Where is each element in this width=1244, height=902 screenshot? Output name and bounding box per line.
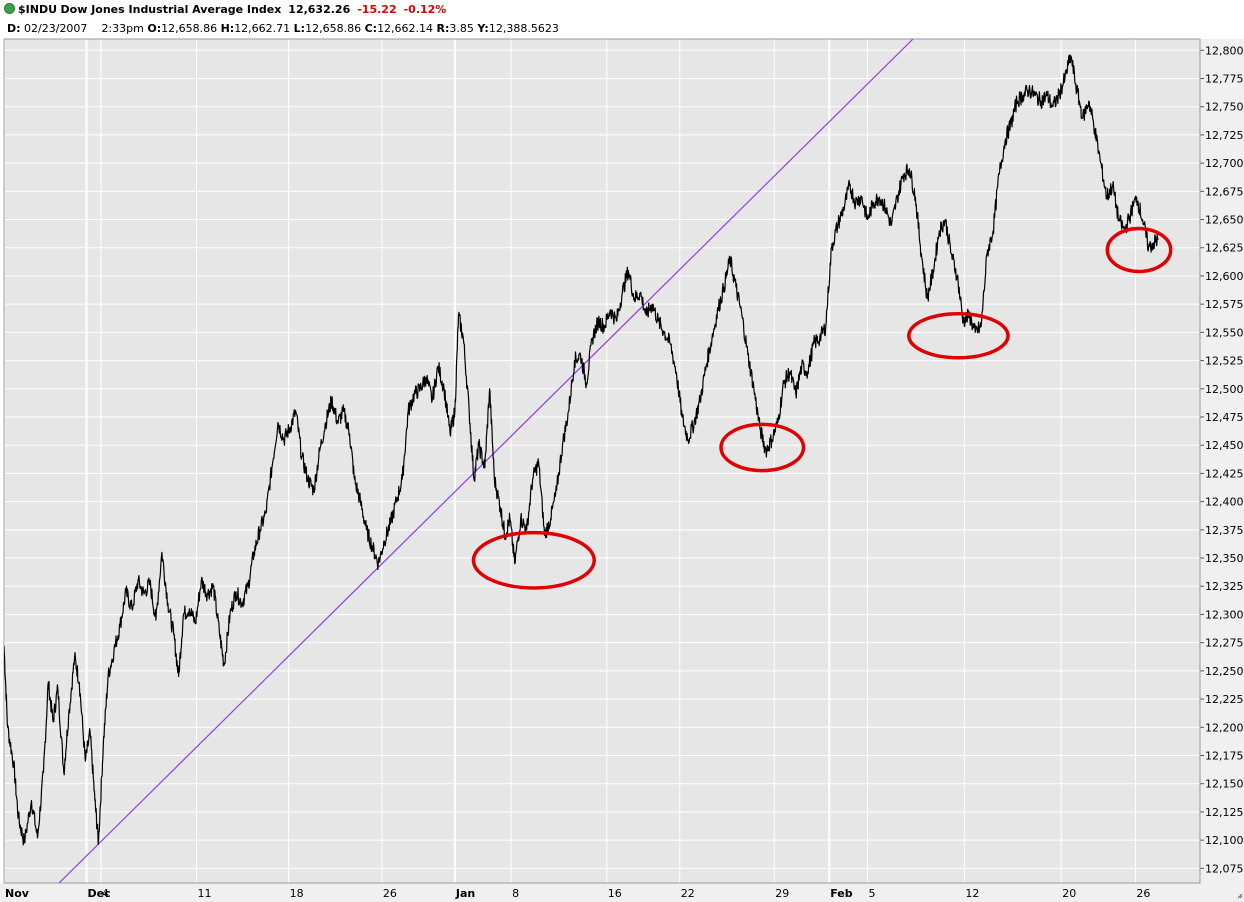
y-tick-label: 12,750 [1205, 101, 1244, 114]
x-tick-label: 26 [1136, 887, 1150, 900]
y-tick-label: 12,700 [1205, 157, 1244, 170]
y-tick-label: 12,775 [1205, 72, 1244, 85]
low-value: 12,658.86 [305, 22, 362, 35]
range-value: 3.85 [449, 22, 474, 35]
ohlc-line: D: 02/23/2007 2:33pm O:12,658.86 H:12,66… [7, 22, 559, 35]
x-tick-label: 16 [608, 887, 622, 900]
status-dot-icon [4, 3, 15, 14]
x-tick-label: 4 [102, 887, 109, 900]
y-tick-label: 12,225 [1205, 693, 1244, 706]
y-tick-label: 12,675 [1205, 185, 1244, 198]
annotation-circle [1105, 226, 1173, 274]
y-tick-label: 12,450 [1205, 439, 1244, 452]
y-tick-label: 12,550 [1205, 326, 1244, 339]
y-tick-label: 12,150 [1205, 778, 1244, 791]
x-tick-label: 5 [869, 887, 876, 900]
x-tick-label: 29 [775, 887, 789, 900]
y-tick-label: 12,275 [1205, 637, 1244, 650]
y-tick-label: 12,350 [1205, 552, 1244, 565]
x-tick-label: Feb [830, 887, 853, 900]
close-value: 12,662.14 [377, 22, 434, 35]
y-tick-label: 12,250 [1205, 665, 1244, 678]
y-tick-label: 12,075 [1205, 862, 1244, 875]
y-tick-label: 12,425 [1205, 467, 1244, 480]
x-tick-label: 22 [681, 887, 695, 900]
y-axis-panel [1200, 39, 1244, 883]
annotation-circle [907, 312, 1010, 360]
x-tick-label: Dec [88, 887, 111, 900]
y-tick-label: 12,400 [1205, 496, 1244, 509]
y-tick-label: 12,800 [1205, 44, 1244, 57]
y-tick-label: 12,325 [1205, 580, 1244, 593]
chart-header: $INDU Dow Jones Industrial Average Index… [0, 0, 1244, 38]
y-tick-label: 12,525 [1205, 355, 1244, 368]
x-axis-panel [0, 883, 1244, 902]
quote-time: 2:33pm [101, 22, 144, 35]
resize-grip-icon [1237, 893, 1243, 899]
x-tick-label: Nov [5, 887, 30, 900]
annotation-circle [719, 422, 806, 473]
price-change-pct: -0.12% [403, 3, 447, 16]
x-tick-label: 18 [290, 887, 304, 900]
last-price: 12,632.26 [288, 3, 351, 16]
y-tick-label: 12,375 [1205, 524, 1244, 537]
x-tick-label: 11 [198, 887, 212, 900]
y-tick-label: 12,575 [1205, 298, 1244, 311]
y-tick-label: 12,725 [1205, 129, 1244, 142]
x-tick-label: Jan [455, 887, 475, 900]
y-tick-label: 12,175 [1205, 749, 1244, 762]
y-tick-label: 12,600 [1205, 270, 1244, 283]
annotation-circle [471, 530, 596, 590]
y-tick-label: 12,625 [1205, 242, 1244, 255]
y-tick-label: 12,200 [1205, 721, 1244, 734]
y-tick-label: 12,650 [1205, 214, 1244, 227]
y-tick-label: 12,475 [1205, 411, 1244, 424]
open-value: 12,658.86 [161, 22, 218, 35]
y-tick-label: 12,300 [1205, 608, 1244, 621]
y-tick-label: 12,100 [1205, 834, 1244, 847]
x-tick-label: 20 [1062, 887, 1076, 900]
title-line: $INDU Dow Jones Industrial Average Index… [4, 3, 446, 16]
y-tick-label: 12,125 [1205, 806, 1244, 819]
y-tick-label: 12,500 [1205, 383, 1244, 396]
x-tick-label: 26 [383, 887, 397, 900]
x-tick-label: 8 [512, 887, 519, 900]
index-name: Dow Jones Industrial Average Index [60, 3, 282, 16]
price-change: -15.22 [357, 3, 397, 16]
trendline [58, 39, 914, 883]
high-value: 12,662.71 [234, 22, 291, 35]
y-value: 12,388.5623 [488, 22, 559, 35]
symbol: $INDU [18, 3, 58, 16]
plot-area [4, 39, 1200, 883]
x-tick-label: 12 [965, 887, 979, 900]
plot-border [3, 38, 1201, 884]
quote-date: 02/23/2007 [24, 22, 88, 35]
